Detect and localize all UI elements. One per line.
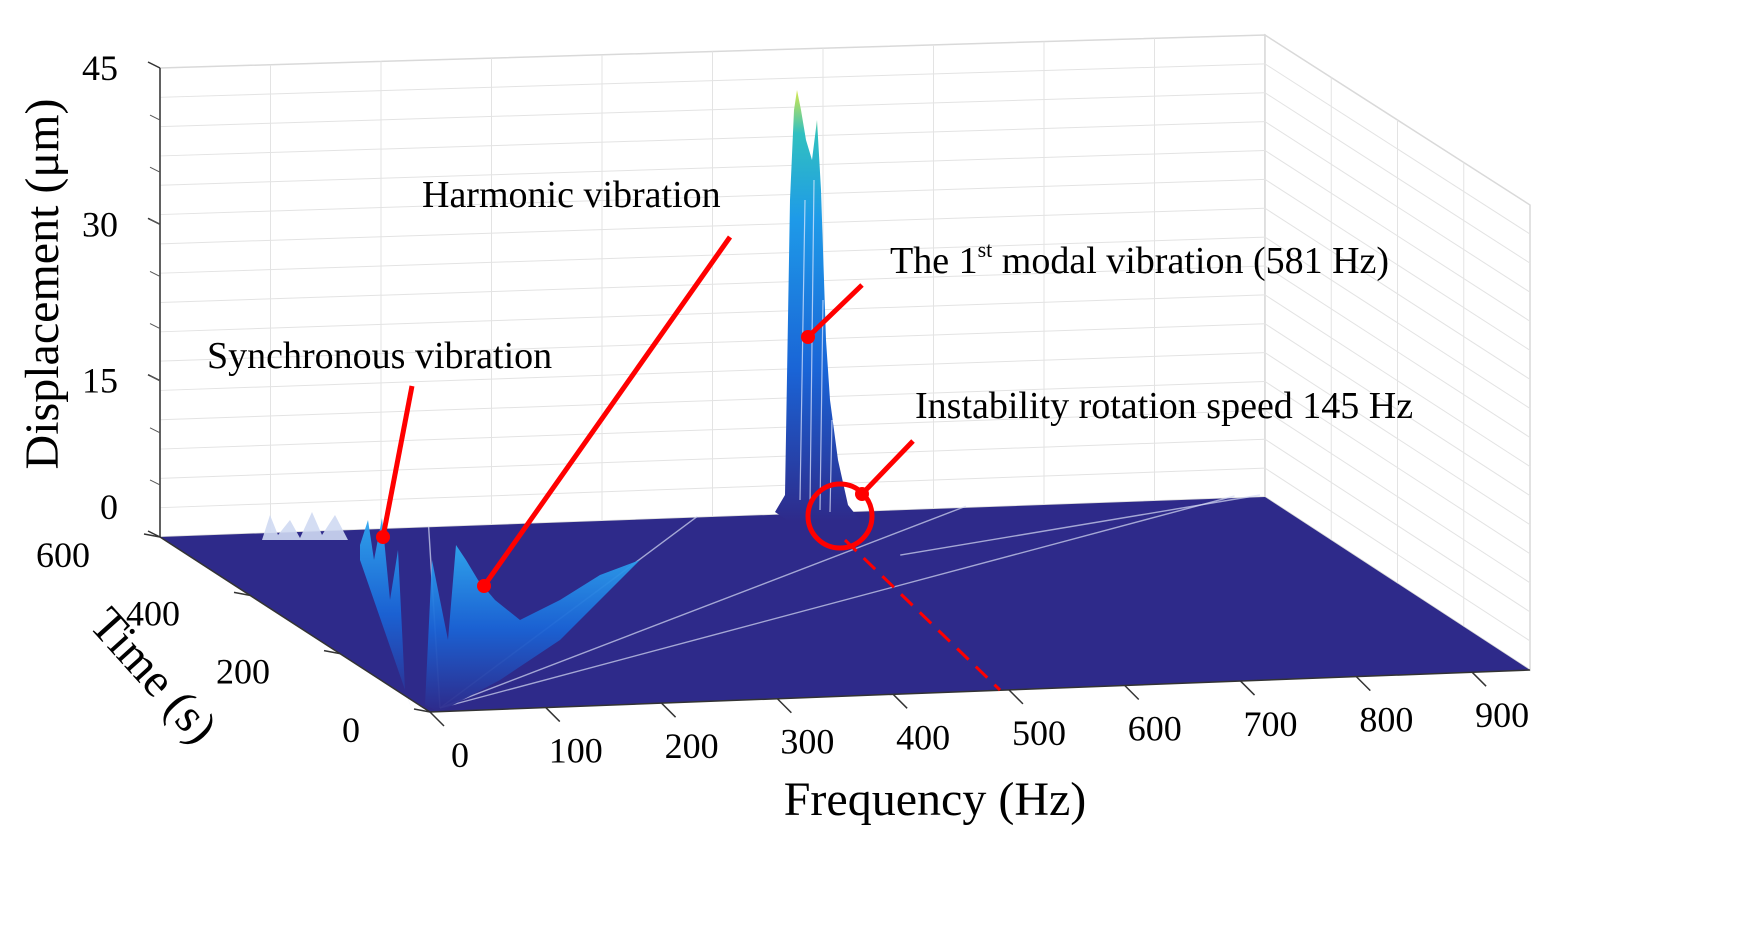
annotation-synchronous-arrow [380,385,415,538]
y-tick [323,649,341,655]
z-tick-label: 0 [100,487,118,527]
x-tick-label: 800 [1359,700,1413,740]
x-tick-label: 700 [1244,704,1298,744]
y-tick-label: 0 [342,710,360,750]
x-tick [429,711,445,727]
y-tick-label: 200 [216,652,270,692]
x-tick-label: 300 [780,722,834,762]
annotation-modal-sup: st [978,237,993,262]
annotation-instability-arrow [860,439,915,496]
annotation-harmonic-arrow [481,235,733,588]
z-tick-label: 30 [82,204,118,244]
floor-trace [439,505,967,709]
x-tick [1239,680,1256,696]
annotation-modal-part2: modal vibration (581 Hz) [992,240,1389,282]
x-axis-line [429,669,1531,713]
x-tick-label: 400 [896,717,950,757]
x-tick [1471,671,1487,687]
sync-ripples [262,512,348,540]
z-tick-label: 45 [82,48,118,88]
y-axis-line [159,536,431,713]
y-tick-label: 600 [36,535,90,575]
z-minor-tick [149,375,161,382]
annotations: Synchronous vibration Harmonic vibration… [207,174,1413,692]
synchronous-peaks [262,512,412,710]
y-tick [143,533,161,538]
x-tick-label: 0 [451,735,469,775]
x-tick [1008,689,1024,705]
annotation-modal-part1: The 1 [890,240,978,282]
x-tick [545,707,561,723]
y-tick-label: 400 [126,593,180,633]
y-axis: 0 200 400 600 [36,533,431,750]
grid-lines [159,38,1531,642]
annotation-modal-dot [801,330,815,344]
x-axis-title: Frequency (Hz) [784,773,1087,826]
annotation-modal-arrow [806,283,864,339]
z-tick [147,61,161,69]
annotation-harmonic-dot [477,579,491,593]
z-axis-title: Displacement (μm) [16,99,69,470]
z-minor-tick [149,166,161,173]
instability-dashed-line [843,538,1002,692]
sync-peak-1 [360,518,412,710]
x-axis: 0 100 200 300 400 500 600 700 800 900 [429,669,1531,775]
instability-circle [805,481,875,551]
z-minor-tick [149,427,161,434]
z-axis: 0 15 30 45 [82,48,161,538]
floor-trace [900,494,1261,556]
z-minor-tick [149,323,161,330]
x-tick-label: 600 [1128,708,1182,748]
x-tick [661,702,677,718]
x-tick-label: 100 [549,731,603,771]
z-minor-tick [149,218,161,225]
x-tick-label: 500 [1012,713,1066,753]
annotation-modal: The 1st modal vibration (581 Hz) [890,237,1389,282]
modal-peak-shape [775,90,860,522]
back-wall [159,33,1531,672]
annotation-harmonic: Harmonic vibration [422,174,721,216]
x-tick [776,698,792,714]
z-minor-tick [149,479,161,486]
z-minor-tick [149,270,161,277]
y-tick [233,591,251,597]
annotation-synchronous-dot [376,530,390,544]
floor-trace [439,495,1235,709]
x-tick [892,693,908,709]
x-tick-label: 900 [1475,695,1529,735]
z-tick-label: 15 [82,361,118,401]
x-tick-label: 200 [665,726,719,766]
x-tick [1355,676,1371,692]
y-tick [413,708,431,713]
x-tick [1124,684,1140,701]
annotation-synchronous: Synchronous vibration [207,335,552,377]
annotation-instability: Instability rotation speed 145 Hz [915,385,1413,427]
z-minor-tick [149,114,161,121]
